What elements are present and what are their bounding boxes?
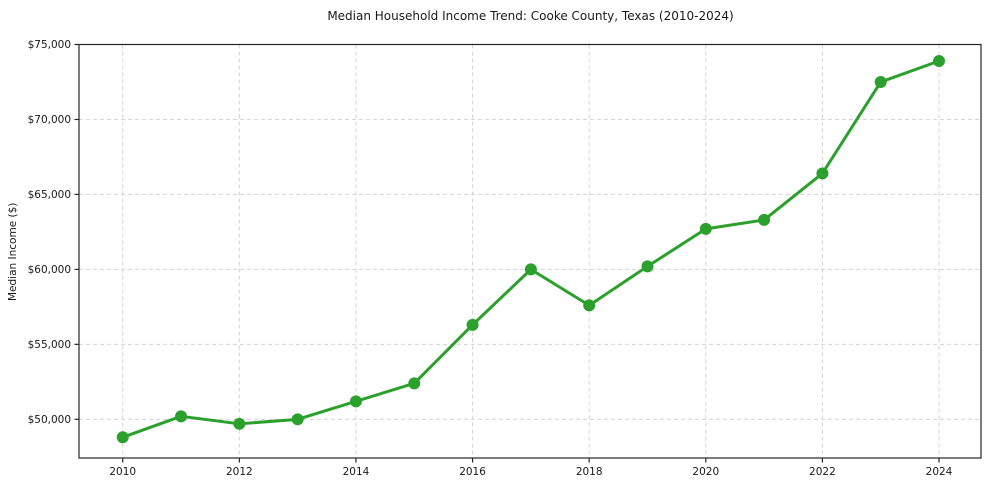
y-axis-title: Median Income ($) [7, 202, 19, 301]
data-point [175, 410, 188, 423]
x-tick-label: 2020 [692, 466, 719, 478]
axes-spines [78, 43, 982, 459]
data-point [933, 54, 946, 67]
x-tick-label: 2024 [926, 466, 953, 478]
data-point [291, 413, 304, 426]
income-trend-line [121, 59, 941, 439]
data-point [233, 417, 246, 430]
x-tick-label: 2022 [809, 466, 836, 478]
x-tick-label: 2014 [343, 466, 370, 478]
x-tick-label: 2018 [576, 466, 603, 478]
data-point [349, 395, 362, 408]
y-tick-label: $65,000 [28, 189, 71, 201]
y-tick-label: $60,000 [28, 264, 71, 276]
data-point [524, 263, 537, 276]
x-tick-label: 2012 [226, 466, 253, 478]
data-point [699, 222, 712, 235]
y-tick-label: $55,000 [28, 339, 71, 351]
x-tick-label: 2016 [459, 466, 486, 478]
x-tick-label: 2010 [109, 466, 136, 478]
data-point [758, 213, 771, 226]
data-point [583, 299, 596, 312]
data-point [816, 167, 829, 180]
y-tick-label: $50,000 [28, 414, 71, 426]
y-tick-label: $75,000 [28, 39, 71, 51]
data-point [408, 377, 421, 390]
data-point [874, 75, 887, 88]
data-point [641, 260, 654, 273]
y-tick-label: $70,000 [28, 114, 71, 126]
data-point [466, 318, 479, 331]
data-point [116, 431, 129, 444]
chart-title: Median Household Income Trend: Cooke Cou… [327, 9, 734, 23]
